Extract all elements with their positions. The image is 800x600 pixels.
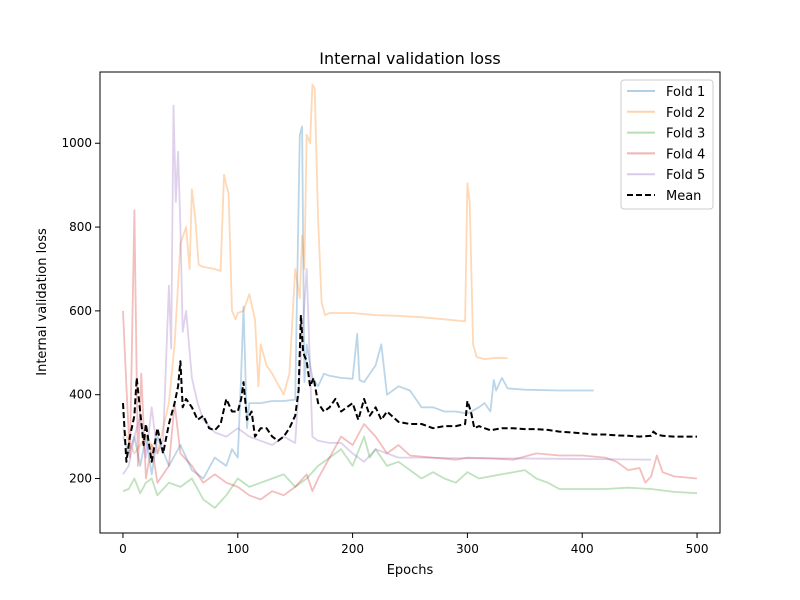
series-line-fold-4 <box>122 209 698 501</box>
series-line-fold-2 <box>122 83 508 455</box>
y-tick-label: 200 <box>69 472 92 486</box>
x-tick-label: 200 <box>341 542 364 556</box>
legend-label: Fold 3 <box>666 127 705 142</box>
y-tick-label: 400 <box>69 388 92 402</box>
series-line-fold-5 <box>122 104 652 475</box>
y-tick-label: 800 <box>69 220 92 234</box>
x-axis-label: Epochs <box>387 563 434 578</box>
x-tick-label: 100 <box>226 542 249 556</box>
chart-title: Internal validation loss <box>319 49 501 68</box>
legend-label: Fold 2 <box>666 106 705 121</box>
series-line-fold-3 <box>122 435 698 509</box>
legend-label: Fold 1 <box>666 85 705 100</box>
legend: Fold 1 Fold 2 Fold 3 Fold 4 Fold 5 Mean <box>620 79 714 210</box>
y-axis-label: Internal validation loss <box>35 228 50 376</box>
x-axis: 0 100 200 300 400 500 <box>119 533 708 556</box>
series-line-mean <box>122 314 697 463</box>
y-tick-label: 1000 <box>61 136 92 150</box>
series-lines <box>122 83 698 509</box>
legend-box <box>620 79 714 210</box>
legend-label: Mean <box>666 189 701 204</box>
x-tick-label: 400 <box>571 542 594 556</box>
x-tick-label: 500 <box>686 542 709 556</box>
x-tick-label: 0 <box>119 542 127 556</box>
y-tick-label: 600 <box>69 304 92 318</box>
y-axis: 200 400 600 800 1000 <box>61 136 100 486</box>
plot-frame <box>99 71 721 534</box>
x-tick-label: 300 <box>456 542 479 556</box>
legend-label: Fold 5 <box>666 168 705 183</box>
legend-label: Fold 4 <box>666 147 705 162</box>
